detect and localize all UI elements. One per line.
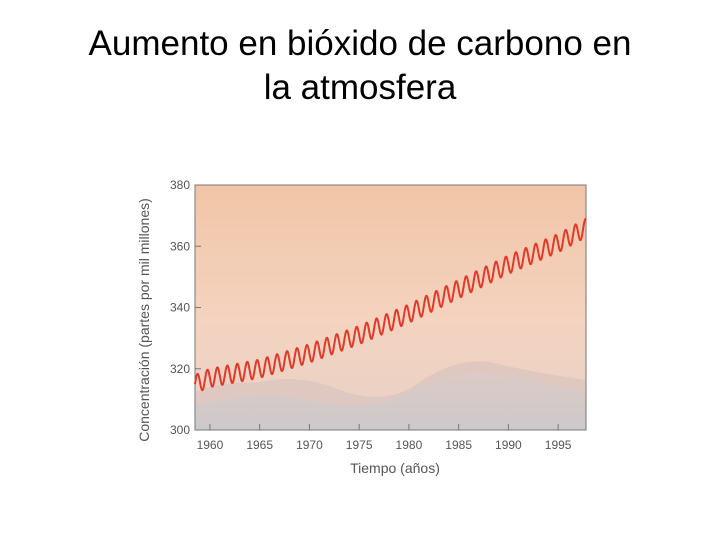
y-tick-label: 360 bbox=[170, 239, 190, 253]
y-tick-label: 300 bbox=[170, 423, 190, 437]
slide-title-line2: la atmosfera bbox=[263, 68, 457, 107]
x-tick-label: 1965 bbox=[246, 438, 273, 452]
plot-background bbox=[195, 185, 586, 430]
y-tick-label: 340 bbox=[170, 301, 190, 315]
x-axis-label: Tiempo (años) bbox=[350, 460, 440, 476]
x-tick-label: 1990 bbox=[495, 438, 522, 452]
y-axis-label: Concentración (partes por mil millones) bbox=[136, 198, 152, 442]
y-tick-label: 380 bbox=[170, 178, 190, 192]
x-tick-label: 1970 bbox=[296, 438, 323, 452]
x-tick-label: 1980 bbox=[396, 438, 423, 452]
y-tick-label: 320 bbox=[170, 362, 190, 376]
co2-series-line bbox=[194, 217, 587, 392]
x-tick-label: 1960 bbox=[197, 438, 224, 452]
slide-title-line1: Aumento en bióxido de carbono en bbox=[88, 24, 632, 63]
mountain-front bbox=[195, 372, 586, 430]
x-axis: 1960 1965 1970 1975 1980 1985 1990 1995 bbox=[197, 424, 572, 452]
x-tick-label: 1985 bbox=[445, 438, 472, 452]
y-axis: 300 320 340 360 380 bbox=[170, 178, 201, 437]
x-tick-label: 1975 bbox=[346, 438, 373, 452]
x-tick-label: 1995 bbox=[545, 438, 572, 452]
slide-title: Aumento en bióxido de carbono en la atmo… bbox=[0, 22, 720, 110]
